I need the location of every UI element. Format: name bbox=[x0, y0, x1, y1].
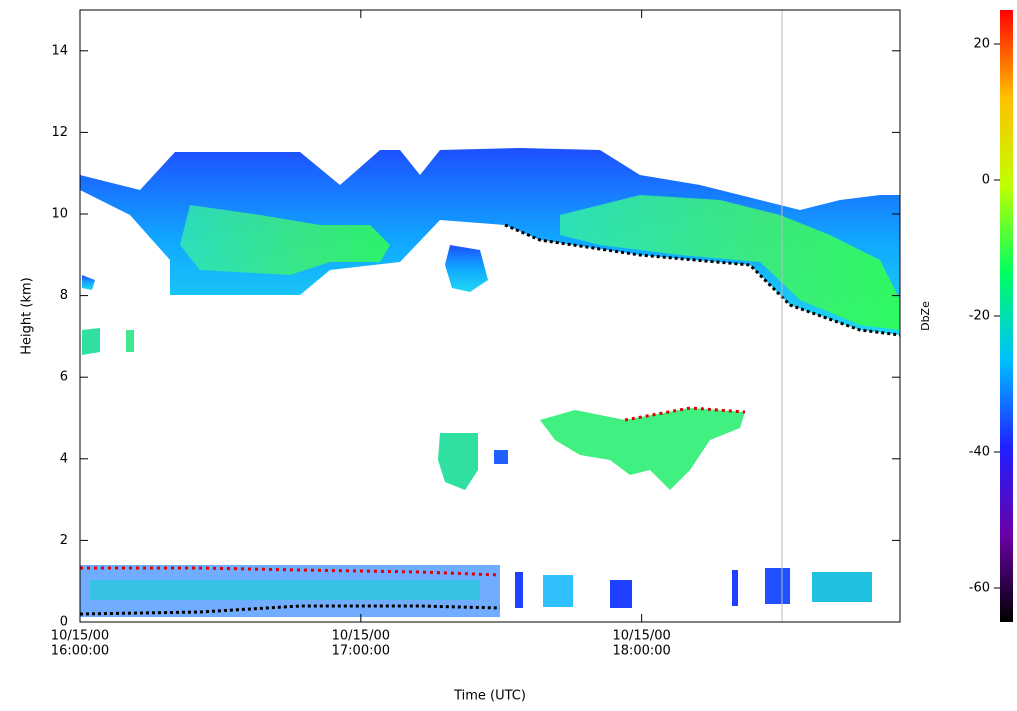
cloud-top-edge bbox=[624, 406, 746, 422]
low-clutter bbox=[812, 572, 872, 602]
cloud-upper bbox=[80, 148, 900, 335]
y-tick-label: 6 bbox=[60, 370, 68, 385]
low-clutter bbox=[90, 580, 480, 600]
x-tick-label: 17:00:00 bbox=[332, 644, 390, 659]
x-tick-label: 18:00:00 bbox=[612, 644, 670, 659]
y-tick-label: 12 bbox=[51, 125, 68, 140]
cloud-top-edge bbox=[80, 566, 501, 577]
cloud-patch bbox=[126, 330, 134, 352]
cloud-patch bbox=[82, 328, 100, 355]
cloud-base-edge bbox=[504, 223, 901, 337]
colorbar-tick-label: -40 bbox=[969, 445, 990, 460]
cloud-mid bbox=[438, 433, 478, 490]
x-tick-label: 16:00:00 bbox=[51, 644, 109, 659]
plot-frame bbox=[79, 9, 901, 623]
cloud-upper-core bbox=[180, 205, 390, 275]
colorbar-tick-label: 0 bbox=[982, 173, 990, 188]
colorbar-tick-label: -20 bbox=[969, 309, 990, 324]
y-tick-label: 8 bbox=[60, 288, 68, 303]
cloud-patch bbox=[494, 450, 508, 464]
y-tick-label: 10 bbox=[51, 207, 68, 222]
colorbar bbox=[1000, 10, 1013, 622]
cloud-upper-core bbox=[560, 195, 900, 330]
y-tick-label: 14 bbox=[51, 43, 68, 58]
colorbar-tick-label: 20 bbox=[973, 37, 990, 52]
low-clutter bbox=[543, 575, 573, 607]
y-tick-label: 0 bbox=[60, 615, 68, 630]
x-tick-label: 10/15/00 bbox=[612, 629, 670, 644]
y-tick-label: 2 bbox=[60, 533, 68, 548]
y-axis-title: Height (km) bbox=[20, 277, 35, 354]
radar-field bbox=[79, 148, 901, 617]
x-tick-label: 10/15/00 bbox=[51, 629, 109, 644]
low-clutter bbox=[610, 580, 632, 608]
cloud-base-edge bbox=[79, 604, 501, 616]
low-clutter bbox=[765, 568, 790, 604]
low-clutter bbox=[732, 570, 738, 606]
low-clutter bbox=[515, 572, 523, 608]
colorbar-tick-label: -60 bbox=[969, 581, 990, 596]
cloud-patch bbox=[82, 275, 95, 290]
cloud-patch bbox=[445, 245, 488, 292]
y-tick-label: 4 bbox=[60, 451, 68, 466]
cloud-mid bbox=[540, 408, 745, 490]
colorbar-title: DbZe bbox=[919, 301, 932, 331]
x-tick-label: 10/15/00 bbox=[332, 629, 390, 644]
x-axis-title: Time (UTC) bbox=[453, 689, 526, 704]
